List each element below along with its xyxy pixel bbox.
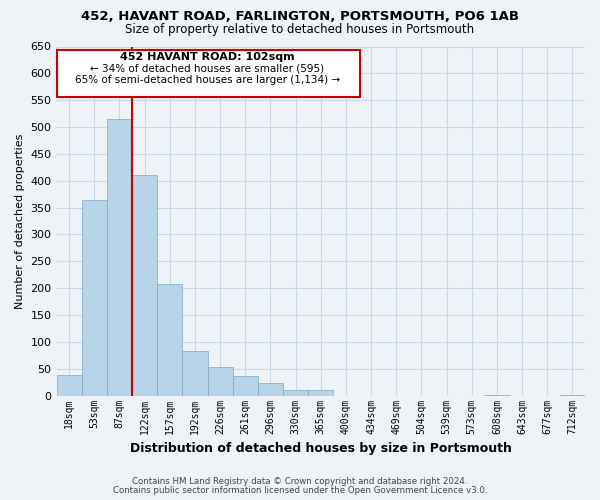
Bar (56, 375, 82, 396)
Bar (157, 284, 182, 396)
Text: 452, HAVANT ROAD, FARLINGTON, PORTSMOUTH, PO6 1AB: 452, HAVANT ROAD, FARLINGTON, PORTSMOUTH… (81, 10, 519, 23)
Text: 452 HAVANT ROAD: 102sqm: 452 HAVANT ROAD: 102sqm (120, 52, 295, 62)
Text: Contains HM Land Registry data © Crown copyright and database right 2024.: Contains HM Land Registry data © Crown c… (132, 477, 468, 486)
Bar (233, 376, 258, 396)
Bar (82, 200, 107, 396)
Bar (484, 394, 509, 396)
X-axis label: Distribution of detached houses by size in Portsmouth: Distribution of detached houses by size … (130, 442, 512, 455)
Bar (258, 382, 283, 396)
Bar (283, 390, 308, 396)
Text: Size of property relative to detached houses in Portsmouth: Size of property relative to detached ho… (125, 22, 475, 36)
Bar (308, 390, 334, 396)
Bar (208, 367, 233, 396)
Text: ← 34% of detached houses are smaller (595): ← 34% of detached houses are smaller (59… (90, 64, 324, 74)
Text: 65% of semi-detached houses are larger (1,134) →: 65% of semi-detached houses are larger (… (74, 75, 340, 85)
Bar (132, 176, 157, 396)
Bar (182, 351, 208, 396)
Bar (107, 119, 132, 396)
Text: Contains public sector information licensed under the Open Government Licence v3: Contains public sector information licen… (113, 486, 487, 495)
Bar (560, 394, 585, 396)
Y-axis label: Number of detached properties: Number of detached properties (15, 134, 25, 309)
FancyBboxPatch shape (56, 50, 361, 97)
